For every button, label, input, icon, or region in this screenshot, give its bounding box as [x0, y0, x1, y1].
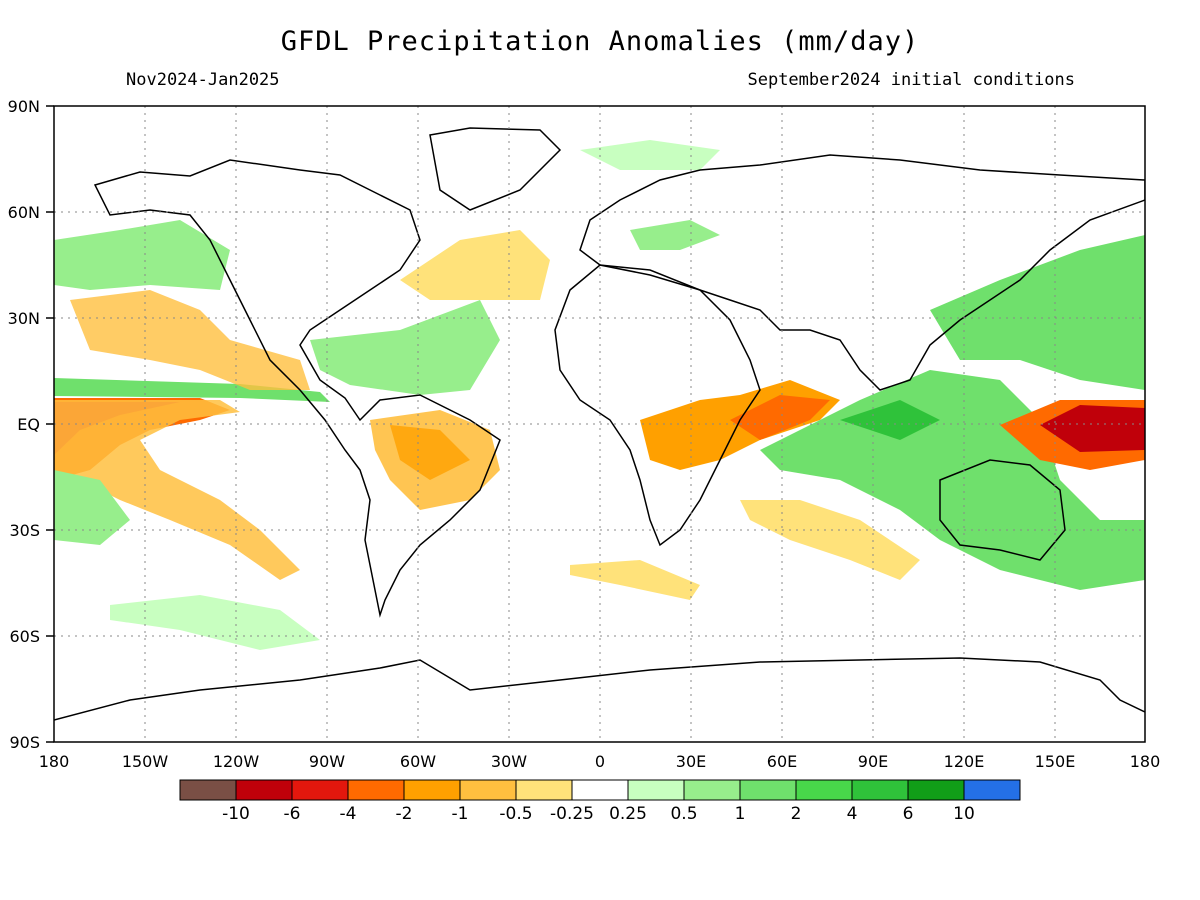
lon-label: 30E: [676, 752, 706, 771]
colorbar-label: 0.5: [670, 804, 697, 824]
colorbar-label: -6: [284, 804, 301, 824]
precip-anomaly-fields: [54, 140, 1145, 650]
anomaly-arctic-wet: [580, 140, 720, 170]
anomaly-n-atlantic-dry: [400, 230, 550, 300]
colorbar-label: -2: [396, 804, 413, 824]
lon-label: 30W: [491, 752, 527, 771]
colorbar-label: 2: [791, 804, 802, 824]
coast-greenland: [429, 127, 562, 211]
colorbar-swatch: [571, 779, 629, 801]
forecast-period: Nov2024-Jan2025: [126, 70, 280, 90]
map-title: GFDL Precipitation Anomalies (mm/day): [280, 26, 920, 57]
anomaly-s-atlantic-dry: [570, 560, 700, 600]
lon-label: 120E: [944, 752, 985, 771]
lat-label: 30S: [9, 521, 40, 540]
latitude-labels: 90N 60N 30N EQ 30S 60S 90S: [8, 97, 40, 752]
lat-label: 30N: [8, 309, 40, 328]
colorbar-swatch: [963, 779, 1021, 801]
anomaly-ne-pacific-dry: [70, 290, 310, 390]
coast-africa: [554, 264, 761, 547]
colorbar-swatch: [851, 779, 909, 801]
anomaly-southern-ocean-wet: [110, 595, 320, 650]
colorbar: -10 -6 -4 -2 -1 -0.5 -0.25 0.25 0.5 1 2 4 6 10: [179, 779, 1021, 824]
anomaly-spcz-dry: [54, 400, 300, 580]
lat-label: 60N: [8, 203, 40, 222]
coastlines: [54, 127, 1145, 721]
colorbar-label: -0.5: [499, 804, 532, 824]
anomaly-amazon-dry: [390, 425, 470, 480]
colorbar-swatch: [515, 779, 573, 801]
colorbar-label: -10: [222, 804, 250, 824]
colorbar-label: -1: [452, 804, 469, 824]
anomaly-e-indian-strong-wet: [840, 400, 940, 440]
lat-label: 90S: [9, 733, 40, 752]
colorbar-swatch: [627, 779, 685, 801]
lon-label: 180: [1130, 752, 1161, 771]
anomaly-n-pacific-wet: [54, 220, 230, 290]
colorbar-swatch: [291, 779, 349, 801]
anomaly-nw-pacific-wet: [930, 235, 1145, 390]
anomaly-w-pacific-strong-dry: [1040, 405, 1145, 452]
colorbar-swatch: [459, 779, 517, 801]
lon-label: 90E: [858, 752, 888, 771]
lon-label: 60E: [767, 752, 797, 771]
lat-label: 60S: [9, 627, 40, 646]
coast-eurasia: [579, 154, 1145, 391]
coast-australia: [939, 459, 1066, 561]
colorbar-label: 4: [847, 804, 858, 824]
colorbar-label: -4: [340, 804, 357, 824]
map-plot-area: [54, 106, 1145, 742]
lat-label: 90N: [8, 97, 40, 116]
colorbar-label: 1: [735, 804, 746, 824]
anomaly-w-indian-dry: [730, 395, 830, 440]
axis-ticks: [46, 105, 54, 743]
colorbar-swatch: [347, 779, 405, 801]
coast-antarctica: [54, 657, 1145, 721]
colorbar-label: 0.25: [609, 804, 647, 824]
colorbar-swatch: [403, 779, 461, 801]
anomaly-europe-wet: [630, 220, 720, 250]
longitude-labels: 180 150W 120W 90W 60W 30W 0 30E 60E 90E …: [39, 752, 1161, 771]
colorbar-swatch: [795, 779, 853, 801]
anomaly-s-indian-dry: [740, 500, 920, 580]
lon-label: 90W: [309, 752, 345, 771]
lon-label: 120W: [213, 752, 260, 771]
anomaly-caribbean-wet: [310, 300, 500, 395]
colorbar-swatch: [683, 779, 741, 801]
colorbar-label: -0.25: [550, 804, 594, 824]
colorbar-swatch: [907, 779, 965, 801]
lat-label: EQ: [17, 415, 40, 434]
colorbar-swatch: [179, 779, 237, 801]
colorbar-swatch: [739, 779, 797, 801]
anomaly-s-pacific-wet: [54, 470, 130, 545]
lon-label: 150E: [1035, 752, 1076, 771]
lon-label: 60W: [400, 752, 436, 771]
colorbar-label: 10: [953, 804, 975, 824]
lon-label: 0: [595, 752, 605, 771]
graticule: [54, 106, 1145, 742]
anomaly-itcz-wet: [54, 378, 330, 402]
colorbar-label: 6: [903, 804, 914, 824]
coast-americas: [93, 159, 501, 618]
lon-label: 150W: [122, 752, 169, 771]
colorbar-swatch: [235, 779, 293, 801]
initial-conditions: September2024 initial conditions: [747, 70, 1075, 90]
lon-label: 180: [39, 752, 70, 771]
